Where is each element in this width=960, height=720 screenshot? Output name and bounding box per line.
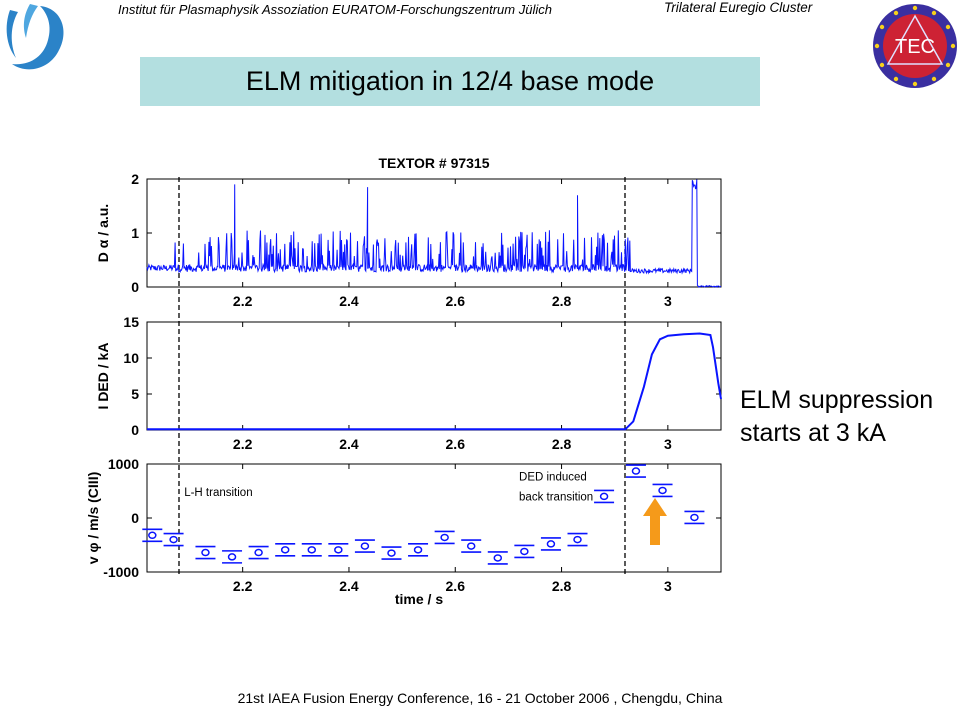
institute-name: Institut für Plasmaphysik Assoziation EU… — [118, 2, 552, 17]
vphi-point — [360, 542, 370, 550]
panel-2-ytick-label: 0 — [131, 422, 139, 438]
vphi-point — [631, 467, 641, 475]
panel-1-xtick-label: 2.8 — [552, 293, 572, 309]
panel-1-ytick-label: 2 — [131, 171, 139, 187]
vphi-point — [493, 554, 503, 562]
panel-1-xtick-label: 2.6 — [446, 293, 466, 309]
vphi-point — [307, 546, 317, 554]
panel-3-ylabel: v φ / m/s (CIII) — [85, 472, 101, 564]
panel-2-ytick-label: 10 — [123, 350, 139, 366]
panel-3-xtick-label: 2.2 — [233, 578, 253, 594]
vphi-point — [573, 535, 582, 544]
panel-2-xtick-label: 3 — [664, 436, 672, 452]
panel-1-xtick-label: 2.2 — [233, 293, 253, 309]
tec-logo: TEC — [873, 4, 957, 88]
panel-3-ytick-label: 1000 — [108, 456, 139, 472]
vphi-point — [520, 547, 529, 556]
vphi-point — [440, 533, 449, 542]
vphi-point — [280, 546, 290, 554]
footer-text: 21st IAEA Fusion Energy Conference, 16 -… — [237, 690, 723, 706]
vphi-point — [546, 540, 556, 548]
tec-logo-text: TEC — [895, 36, 935, 58]
vphi-point — [658, 486, 667, 495]
side-note: ELM suppression starts at 3 kA — [740, 386, 934, 447]
vphi-point — [227, 553, 237, 561]
annotation-1: L-H transition — [184, 487, 252, 499]
slide-title-box: ELM mitigation in 12/4 base mode — [140, 57, 760, 106]
slide-title: ELM mitigation in 12/4 base mode — [245, 66, 655, 96]
panel-3-frame — [146, 463, 722, 573]
vphi-point — [148, 531, 157, 540]
vphi-point — [413, 546, 423, 554]
panel-1-ytick-label: 0 — [131, 279, 139, 295]
annotation-3: back transition — [519, 492, 593, 504]
panel-3-xlabel: time / s — [395, 591, 443, 607]
panel-1-ytick-label: 1 — [131, 225, 139, 241]
panel-2-ylabel: I DED / kA — [95, 343, 111, 410]
vphi-point — [466, 542, 476, 550]
vphi-point — [599, 492, 609, 501]
panel-3-xtick-label: 3 — [664, 578, 672, 594]
vphi-point — [169, 535, 178, 544]
vphi-point — [254, 548, 263, 557]
panel-2-xtick-label: 2.8 — [552, 436, 572, 452]
panel-3-xtick-label: 2.6 — [446, 578, 466, 594]
vphi-point — [690, 513, 699, 522]
vphi-point — [387, 549, 396, 557]
panel-2-xtick-label: 2.2 — [233, 436, 253, 452]
dalpha-series-line — [146, 179, 722, 288]
cluster-name: Trilateral Euregio Cluster — [664, 0, 813, 15]
panel-2-xtick-label: 2.6 — [446, 436, 466, 452]
ided-series-line — [147, 332, 722, 431]
annotation-2: DED induced — [519, 472, 587, 484]
suppression-arrow-icon — [643, 498, 667, 545]
panel-3-ytick-label: -1000 — [103, 564, 139, 580]
panel-3-xtick-label: 2.8 — [552, 578, 572, 594]
panel-3-ytick-label: 0 — [131, 510, 139, 526]
panel-1-xtick-label: 3 — [664, 293, 672, 309]
chart-title: TEXTOR # 97315 — [378, 155, 489, 171]
panel-2-ytick-label: 15 — [123, 314, 139, 330]
panel-2-xtick-label: 2.4 — [339, 436, 359, 452]
vphi-point — [201, 548, 210, 557]
panel-1-xtick-label: 2.4 — [339, 293, 359, 309]
panel-3-xtick-label: 2.4 — [339, 578, 359, 594]
vphi-point — [334, 546, 343, 554]
panel-2-ytick-label: 5 — [131, 386, 139, 402]
institute-logo — [6, 4, 64, 70]
panel-1-ylabel: D α / a.u. — [95, 204, 111, 262]
